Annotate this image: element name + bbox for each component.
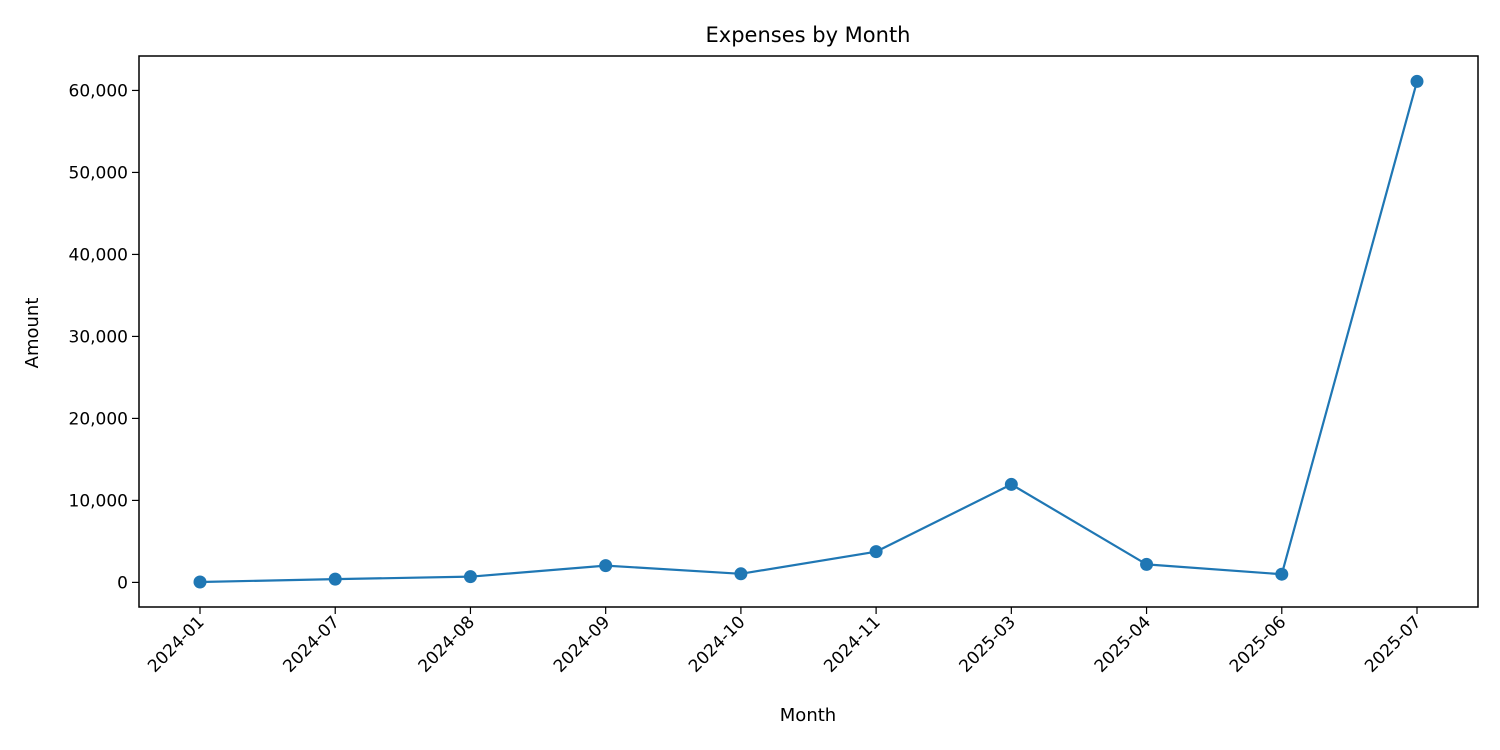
series-group [193,74,1424,589]
y-axis-ticks: 0 10,000 20,000 30,000 40,000 50,000 60,000 [69,81,139,593]
y-tick-label: 10,000 [69,491,128,511]
x-tick-label: 2024-11 [820,612,884,676]
data-point [1140,557,1154,571]
y-tick-label: 50,000 [69,163,128,183]
x-tick-label: 2024-09 [550,612,614,676]
data-point [463,570,477,584]
y-tick-label: 30,000 [69,327,128,347]
y-tick-label: 20,000 [69,409,128,429]
data-point [1004,477,1018,491]
x-tick-label: 2025-03 [956,612,1020,676]
x-axis-label: Month [780,705,836,726]
chart-title: Expenses by Month [706,23,911,47]
x-tick-label: 2024-08 [415,612,479,676]
x-axis-ticks: 2024-01 2024-07 2024-08 2024-09 2024-10 2024-… [144,607,1426,677]
data-point [599,559,613,573]
data-point [193,575,207,589]
data-point [1275,567,1289,581]
x-tick-label: 2024-01 [144,612,208,676]
y-tick-label: 0 [117,573,128,593]
x-tick-label: 2025-07 [1361,612,1425,676]
data-point [328,572,342,586]
x-tick-label: 2024-10 [685,612,749,676]
series-line [199,81,1419,584]
x-tick-label: 2025-06 [1226,612,1290,676]
x-tick-label: 2025-04 [1091,612,1155,676]
y-tick-label: 60,000 [69,81,128,101]
plot-frame [138,55,1479,608]
data-point [734,567,748,581]
data-point [1410,74,1424,88]
y-axis-label: Amount [22,298,43,369]
x-tick-label: 2024-07 [279,612,343,676]
data-point [869,545,883,559]
y-tick-label: 40,000 [69,245,128,265]
